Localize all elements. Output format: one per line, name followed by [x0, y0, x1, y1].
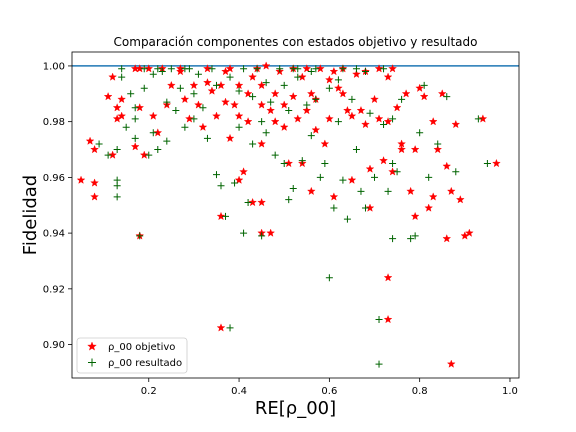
plot-area: [72, 52, 519, 378]
legend-label-objetivo: ρ_00 objetivo: [108, 342, 175, 353]
x-tick-label: 0.2: [141, 386, 157, 397]
x-tick-label: 1.0: [502, 386, 518, 397]
chart-title: Comparación componentes con estados obje…: [114, 35, 478, 49]
y-tick-label: 0.92: [43, 284, 65, 295]
legend-label-resultado: ρ_00 resultado: [108, 358, 182, 369]
y-tick-label: 0.94: [43, 229, 65, 240]
y-axis-label: Fidelidad: [20, 175, 41, 255]
y-tick-label: 0.98: [43, 117, 65, 128]
legend: ρ_00 objetivo ρ_00 resultado: [77, 338, 187, 373]
x-axis-label: RE[ρ_00]: [255, 398, 336, 419]
x-tick-label: 0.6: [321, 386, 337, 397]
x-tick-label: 0.8: [412, 386, 428, 397]
x-tick-label: 0.4: [231, 386, 247, 397]
y-tick-label: 0.96: [43, 173, 65, 184]
y-tick-label: 0.90: [43, 340, 65, 351]
y-tick-label: 1.00: [43, 61, 65, 72]
